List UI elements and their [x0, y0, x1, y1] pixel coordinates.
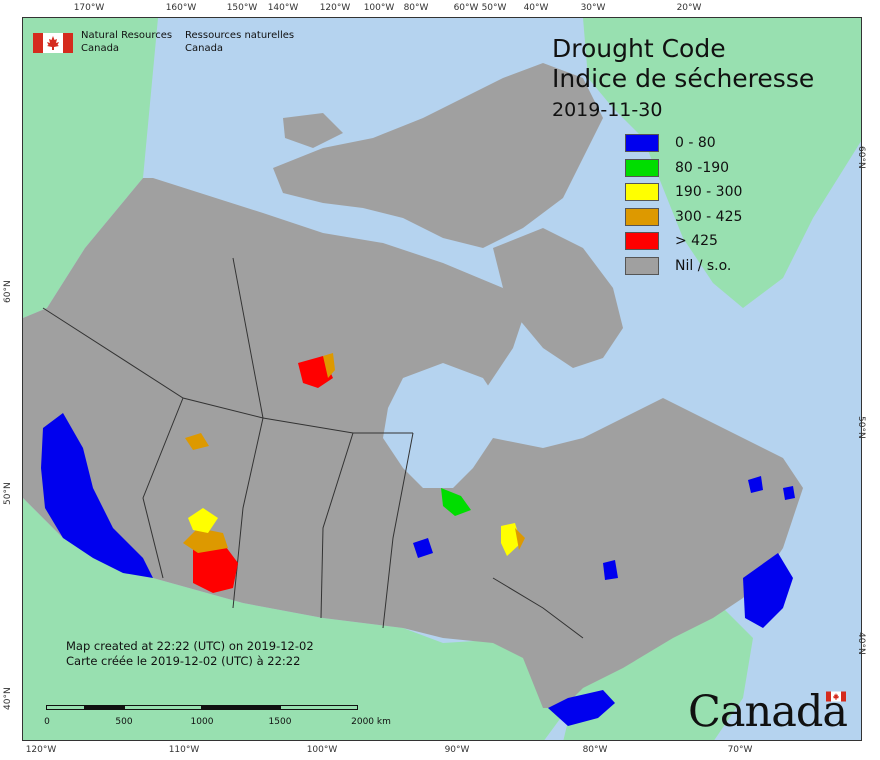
- graticule-top-label: 170°W: [73, 3, 105, 13]
- ab-orange-patch: [183, 528, 228, 553]
- graticule-top-label: 140°W: [267, 3, 299, 13]
- agency-fr-line2: Canada: [185, 43, 224, 54]
- usa-east-land: [563, 608, 753, 740]
- graticule-top-label: 80°W: [403, 3, 429, 13]
- legend-label: Nil / s.o.: [675, 257, 732, 274]
- graticule-left-label: 50°N: [3, 482, 13, 505]
- arctic-islands: [273, 63, 603, 248]
- graticule-top-label: 150°W: [226, 3, 258, 13]
- legend-label: 300 - 425: [675, 208, 743, 225]
- map-credits: Map created at 22:22 (UTC) on 2019-12-02…: [66, 639, 314, 669]
- graticule-bottom-label: 70°W: [727, 745, 753, 755]
- legend-swatch: [625, 232, 659, 250]
- graticule-bottom-label: 120°W: [25, 745, 57, 755]
- alaska-land: [23, 18, 158, 318]
- map-title: Drought Code Indice de sécheresse 2019-1…: [552, 34, 814, 123]
- graticule-left-label: 60°N: [3, 280, 13, 303]
- agency-en-line2: Canada: [81, 43, 120, 54]
- credits-fr: Carte créée le 2019-12-02 (UTC) à 22:22: [66, 654, 301, 668]
- legend-label: 0 - 80: [675, 135, 716, 151]
- legend-swatch: [625, 134, 659, 152]
- scale-segment: [124, 705, 202, 710]
- graticule-top-label: 20°W: [676, 3, 702, 13]
- legend-swatch: [625, 256, 659, 275]
- graticule-top-label: 100°W: [363, 3, 395, 13]
- qc-blue-patch: [603, 560, 618, 580]
- scale-bar: 0 500 1000 1500 2000 km: [44, 705, 391, 735]
- wordmark-flag-icon: [826, 691, 846, 702]
- graticule-top-label: 30°W: [580, 3, 606, 13]
- map-date: 2019-11-30: [552, 99, 663, 121]
- province-boundaries: [42, 257, 584, 639]
- scale-segment: [85, 705, 124, 710]
- on-green-patch: [441, 488, 471, 516]
- scale-segment: [202, 705, 280, 710]
- graticule-bottom-label: 80°W: [582, 745, 608, 755]
- agency-name-fr: Ressources naturelles Canada: [185, 29, 294, 55]
- scale-segment: [280, 705, 358, 710]
- hudson-bay: [383, 363, 503, 488]
- nt-orange-patch: [323, 353, 335, 378]
- on-orange-patch: [515, 528, 525, 550]
- legend-label: > 425: [675, 233, 718, 249]
- credits-en: Map created at 22:22 (UTC) on 2019-12-02: [66, 639, 314, 653]
- graticule-right-label: 40°N: [856, 632, 866, 655]
- great-lakes-blue: [548, 690, 615, 726]
- nl-blue-patch-2: [783, 486, 795, 500]
- map-canvas[interactable]: [22, 17, 862, 741]
- graticule-top-label: 50°W: [481, 3, 507, 13]
- map-svg: [23, 18, 861, 740]
- legend-label: 190 - 300: [675, 184, 743, 200]
- graticule-bottom-label: 90°W: [444, 745, 470, 755]
- graticule-bottom-label: 100°W: [306, 745, 338, 755]
- graticule-left-label: 40°N: [3, 687, 13, 710]
- agency-signature: Natural Resources Canada Ressources natu…: [33, 29, 333, 59]
- usa-land: [23, 498, 568, 740]
- agency-en-line1: Natural Resources: [81, 30, 173, 41]
- legend-label: 80 -190: [675, 159, 730, 176]
- graticule-right-label: 60°N: [856, 146, 866, 169]
- graticule-top-label: 60°W: [453, 3, 479, 13]
- nt-red-patch: [298, 356, 333, 388]
- bc-coast-blue: [41, 413, 153, 578]
- legend-swatch: [625, 183, 659, 201]
- maritimes-blue-patch: [743, 553, 793, 628]
- on-blue-patch: [413, 538, 433, 558]
- scale-label: 0: [44, 717, 50, 727]
- agency-name-en: Natural Resources Canada: [81, 29, 172, 55]
- ab-red-patch: [193, 543, 238, 593]
- arctic-island-small: [283, 113, 343, 148]
- canada-wordmark: Canada: [688, 687, 858, 737]
- graticule-right-label: 50°N: [856, 416, 866, 439]
- legend-swatch: [625, 207, 659, 226]
- nt-south-orange: [185, 433, 209, 450]
- wordmark-text: Canada: [688, 687, 848, 737]
- legend-swatch: [625, 158, 659, 177]
- scale-label: 2000 km: [351, 717, 391, 727]
- scale-label: 1000: [190, 717, 214, 727]
- ab-yellow-patch: [188, 508, 218, 533]
- agency-fr-line1: Ressources naturelles: [185, 30, 295, 41]
- scale-label: 1500: [268, 717, 292, 727]
- title-en: Drought Code: [552, 34, 726, 63]
- greenland-land: [583, 18, 861, 308]
- graticule-top-label: 120°W: [319, 3, 351, 13]
- scale-segment: [46, 705, 85, 710]
- canada-flag-icon: [33, 33, 73, 53]
- graticule-top-label: 40°W: [523, 3, 549, 13]
- baffin-island: [493, 228, 623, 368]
- nl-blue-patch: [748, 476, 763, 493]
- title-fr: Indice de sécheresse: [552, 64, 815, 93]
- scale-label: 500: [115, 717, 133, 727]
- graticule-bottom-label: 110°W: [168, 745, 200, 755]
- graticule-top-label: 160°W: [165, 3, 197, 13]
